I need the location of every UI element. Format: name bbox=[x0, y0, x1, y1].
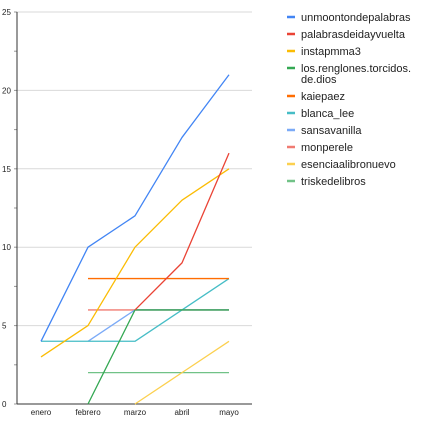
legend-label-kaiepaez: kaiepaez bbox=[301, 91, 345, 103]
legend-label-palabrasdeidayvuelta: palabrasdeidayvuelta bbox=[301, 29, 406, 41]
legend-label-los-renglones-torcidos-de-dios: los.renglones.torcidos. de.dios bbox=[301, 63, 411, 86]
legend-label-blanca-lee: blanca_lee bbox=[301, 108, 354, 120]
x-tick-label-marzo: marzo bbox=[124, 408, 147, 417]
grid bbox=[17, 11, 252, 327]
legend: unmoontondepalabras palabrasdeidayvuelta i… bbox=[287, 12, 411, 188]
series-line-instapmma3 bbox=[40, 168, 230, 358]
series-line-palabrasdeidayvuelta bbox=[134, 152, 230, 311]
y-tick-label-5: 5 bbox=[2, 322, 7, 331]
x-tick-label-mayo: mayo bbox=[219, 408, 239, 417]
legend-label-unmoontondepalabras: unmoontondepalabras bbox=[301, 12, 411, 24]
legend-label-instapmma3: instapmma3 bbox=[301, 46, 361, 58]
y-tick-label-10: 10 bbox=[2, 243, 11, 252]
series-line-blanca-lee bbox=[41, 278, 230, 342]
series-line-esenciaalibronuevo bbox=[134, 340, 230, 405]
axes: 0 5 10 15 20 25 enero febrero marzo abril mayo bbox=[2, 8, 252, 417]
legend-label-esenciaalibronuevo: esenciaalibronuevo bbox=[301, 159, 396, 171]
series-line-unmoontondepalabras bbox=[40, 74, 230, 342]
legend-label-monperele: monperele bbox=[301, 142, 353, 154]
y-tick-label-0: 0 bbox=[2, 400, 7, 409]
y-tick-label-20: 20 bbox=[2, 86, 11, 95]
legend-label-triskedelibros: triskedelibros bbox=[301, 176, 366, 188]
legend-label-sansavanilla: sansavanilla bbox=[301, 125, 362, 137]
series-lines bbox=[40, 74, 230, 405]
series-line-los-renglones-torcidos-de-dios bbox=[87, 309, 229, 405]
y-tick-label-15: 15 bbox=[2, 165, 11, 174]
y-tick-label-25: 25 bbox=[2, 8, 11, 17]
x-tick-label-abril: abril bbox=[174, 408, 189, 417]
x-tick-label-febrero: febrero bbox=[75, 408, 101, 417]
x-tick-label-enero: enero bbox=[31, 408, 52, 417]
